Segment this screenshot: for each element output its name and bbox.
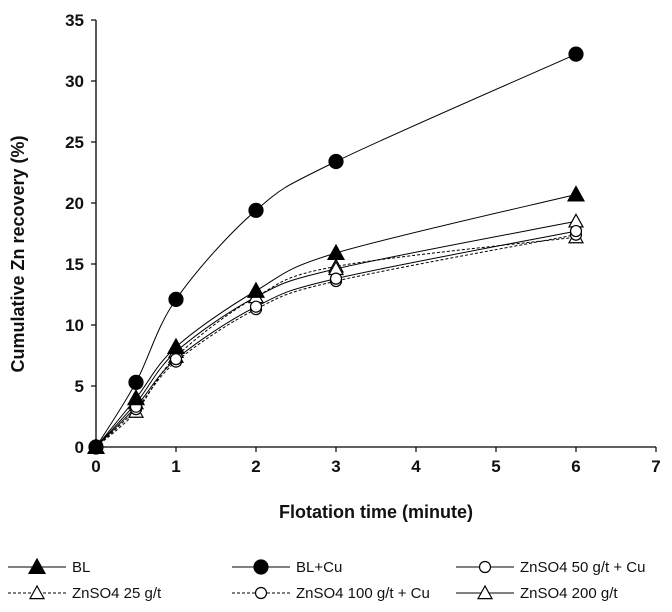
x-tick-label: 6 (571, 457, 580, 476)
legend-label: ZnSO4 50 g/t + Cu (520, 559, 646, 576)
data-point (568, 46, 584, 62)
legend: BL BL+Cu ZnSO4 50 g/t + Cu ZnSO4 25 g/t ZnSO… (8, 557, 646, 602)
data-point (169, 353, 183, 366)
data-point (328, 153, 344, 170)
y-tick-label: 20 (65, 194, 84, 213)
y-tick-label: 30 (65, 72, 84, 91)
y-axis-title: Cumulative Zn recovery (%) (8, 135, 28, 372)
series-line (95, 194, 577, 448)
y-tick-label: 15 (65, 255, 84, 274)
data-point (166, 337, 186, 354)
y-tick-label: 35 (65, 11, 84, 30)
legend-marker (476, 584, 494, 600)
y-tick-label: 10 (65, 316, 84, 335)
data-point (326, 243, 346, 261)
legend-marker (28, 584, 46, 600)
legend-label: ZnSO4 100 g/t + Cu (296, 585, 430, 602)
y-tick-label: 0 (75, 438, 84, 457)
legend-label: ZnSO4 200 g/t (520, 585, 618, 602)
legend-label: BL+Cu (296, 559, 342, 576)
data-point (566, 185, 586, 202)
series-markers (86, 46, 586, 455)
data-point (168, 291, 184, 307)
data-point (128, 374, 144, 390)
y-tick-label: 5 (75, 377, 84, 396)
data-point (248, 202, 264, 218)
x-tick-label: 1 (171, 457, 180, 476)
x-tick-label: 2 (251, 457, 260, 476)
x-tick-label: 4 (411, 457, 421, 476)
y-tick-label: 25 (65, 133, 84, 152)
legend-label: BL (72, 559, 90, 576)
x-tick-label: 5 (491, 457, 500, 476)
legend-marker (253, 559, 269, 575)
legend-marker (478, 560, 492, 574)
legend-marker (27, 557, 47, 575)
x-tick-label: 3 (331, 457, 340, 476)
legend-marker (254, 586, 268, 600)
data-point (249, 300, 263, 313)
x-axis-title: Flotation time (minute) (279, 502, 473, 522)
x-tick-label: 0 (91, 457, 100, 476)
data-point (246, 281, 266, 298)
legend-label: ZnSO4 25 g/t (72, 585, 162, 602)
data-point (569, 224, 583, 238)
data-point (329, 272, 343, 285)
axes: 0 5 10 15 20 25 30 35 0 1 2 3 4 5 6 7 (65, 11, 661, 476)
x-tick-label: 7 (651, 457, 660, 476)
data-point (126, 388, 146, 406)
data-point (88, 439, 104, 455)
